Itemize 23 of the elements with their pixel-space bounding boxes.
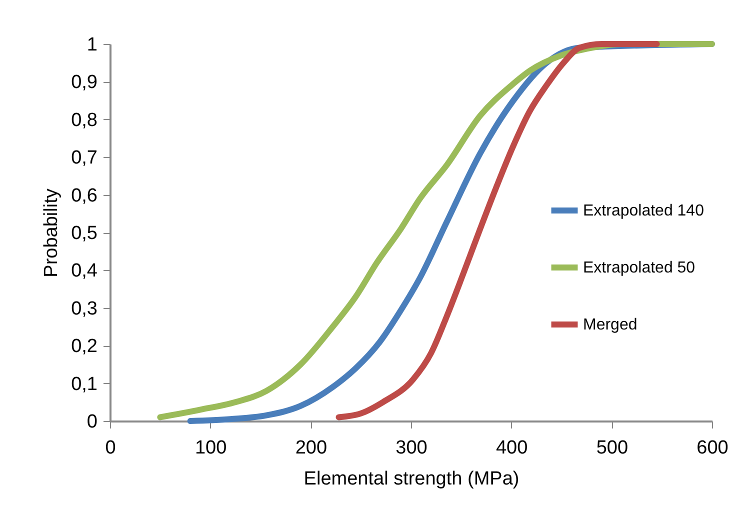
legend-label: Extrapolated 50 bbox=[583, 260, 696, 276]
x-tick-label: 300 bbox=[396, 438, 428, 458]
y-tick-label: 0 bbox=[86, 412, 98, 432]
x-tick-label: 400 bbox=[496, 438, 528, 458]
x-tick-label: 200 bbox=[295, 438, 328, 458]
y-tick-label: 0,2 bbox=[71, 336, 98, 358]
y-tick-label: 0,1 bbox=[71, 374, 98, 395]
y-tick-label: 1 bbox=[86, 34, 98, 56]
legend-label: Merged bbox=[583, 316, 638, 334]
y-tick-label: 0,5 bbox=[71, 223, 98, 244]
y-tick-label: 0,7 bbox=[71, 148, 98, 169]
y-tick-label: 0,8 bbox=[71, 110, 98, 131]
y-tick-label: 0,9 bbox=[71, 72, 98, 94]
y-tick-label: 0,4 bbox=[71, 260, 98, 282]
y-tick-label: 0,3 bbox=[71, 298, 98, 320]
y-axis-title: Probability bbox=[41, 188, 62, 278]
y-tick-label: 0,6 bbox=[71, 185, 98, 206]
legend-label: Extrapolated 140 bbox=[583, 202, 704, 220]
x-tick-label: 0 bbox=[105, 438, 116, 458]
x-axis-title: Elemental strength (MPa) bbox=[304, 468, 520, 490]
x-tick-label: 100 bbox=[194, 438, 227, 458]
x-tick-label: 500 bbox=[596, 438, 628, 458]
x-tick-label: 600 bbox=[696, 438, 728, 458]
